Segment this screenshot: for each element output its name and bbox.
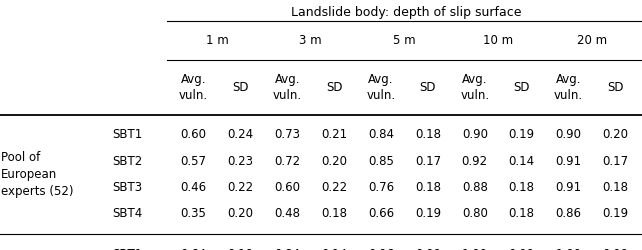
Text: 0.80: 0.80	[462, 207, 488, 220]
Text: 0.19: 0.19	[602, 207, 629, 220]
Text: 0.76: 0.76	[368, 181, 394, 194]
Text: 0.48: 0.48	[274, 207, 300, 220]
Text: 0.18: 0.18	[602, 181, 629, 194]
Text: 0.96: 0.96	[368, 248, 394, 250]
Text: SBT2: SBT2	[112, 155, 143, 168]
Text: SD: SD	[326, 81, 342, 94]
Text: 0.20: 0.20	[321, 155, 347, 168]
Text: 20 m: 20 m	[577, 34, 607, 47]
Text: 0.46: 0.46	[180, 181, 207, 194]
Text: 0.20: 0.20	[227, 207, 254, 220]
Text: 0.91: 0.91	[555, 155, 582, 168]
Text: 0.57: 0.57	[180, 155, 207, 168]
Text: 0.73: 0.73	[274, 128, 300, 141]
Text: 1.00: 1.00	[555, 248, 582, 250]
Text: 5 m: 5 m	[393, 34, 416, 47]
Text: 1 m: 1 m	[205, 34, 229, 47]
Text: 0.91: 0.91	[555, 181, 582, 194]
Text: SD: SD	[514, 81, 530, 94]
Text: 0.66: 0.66	[368, 207, 394, 220]
Text: SBT3: SBT3	[112, 181, 143, 194]
Text: 0.60: 0.60	[274, 181, 300, 194]
Text: Avg.
vuln.: Avg. vuln.	[460, 73, 489, 102]
Text: Avg.
vuln.: Avg. vuln.	[179, 73, 208, 102]
Text: 0.18: 0.18	[415, 128, 441, 141]
Text: 3 m: 3 m	[299, 34, 322, 47]
Text: 0.20: 0.20	[602, 128, 629, 141]
Text: SD: SD	[607, 81, 623, 94]
Text: SBT1: SBT1	[112, 248, 143, 250]
Text: 0.17: 0.17	[602, 155, 629, 168]
Text: 0.18: 0.18	[508, 181, 535, 194]
Text: Avg.
vuln.: Avg. vuln.	[367, 73, 395, 102]
Text: 0.09: 0.09	[415, 248, 441, 250]
Text: 0.14: 0.14	[321, 248, 347, 250]
Text: 0.86: 0.86	[555, 207, 582, 220]
Text: SD: SD	[232, 81, 248, 94]
Text: 0.18: 0.18	[508, 207, 535, 220]
Text: 0.90: 0.90	[555, 128, 582, 141]
Text: 0.19: 0.19	[227, 248, 254, 250]
Text: Avg.
vuln.: Avg. vuln.	[554, 73, 583, 102]
Text: 0.22: 0.22	[321, 181, 347, 194]
Text: 0.88: 0.88	[462, 181, 488, 194]
Text: Avg.
vuln.: Avg. vuln.	[273, 73, 302, 102]
Text: 0.35: 0.35	[180, 207, 207, 220]
Text: 0.84: 0.84	[368, 128, 394, 141]
Text: 0.00: 0.00	[602, 248, 629, 250]
Text: 10 m: 10 m	[483, 34, 513, 47]
Text: 0.64: 0.64	[180, 248, 207, 250]
Text: 0.23: 0.23	[227, 155, 254, 168]
Text: 0.14: 0.14	[508, 155, 535, 168]
Text: 0.84: 0.84	[274, 248, 300, 250]
Text: 0.24: 0.24	[227, 128, 254, 141]
Text: 0.18: 0.18	[321, 207, 347, 220]
Text: SD: SD	[420, 81, 436, 94]
Text: 0.22: 0.22	[227, 181, 254, 194]
Text: 0.92: 0.92	[462, 155, 488, 168]
Text: Landslide body: depth of slip surface: Landslide body: depth of slip surface	[291, 6, 521, 19]
Text: 0.19: 0.19	[508, 128, 535, 141]
Text: Pool of
European
experts (52): Pool of European experts (52)	[1, 151, 74, 198]
Text: 0.19: 0.19	[415, 207, 441, 220]
Text: SBT1: SBT1	[112, 128, 143, 141]
Text: 0.18: 0.18	[415, 181, 441, 194]
Text: 0.85: 0.85	[368, 155, 394, 168]
Text: 0.72: 0.72	[274, 155, 300, 168]
Text: SBT4: SBT4	[112, 207, 143, 220]
Text: 1.00: 1.00	[462, 248, 488, 250]
Text: 0.00: 0.00	[508, 248, 535, 250]
Text: 0.90: 0.90	[462, 128, 488, 141]
Text: 0.17: 0.17	[415, 155, 441, 168]
Text: 0.60: 0.60	[180, 128, 207, 141]
Text: 0.21: 0.21	[321, 128, 347, 141]
